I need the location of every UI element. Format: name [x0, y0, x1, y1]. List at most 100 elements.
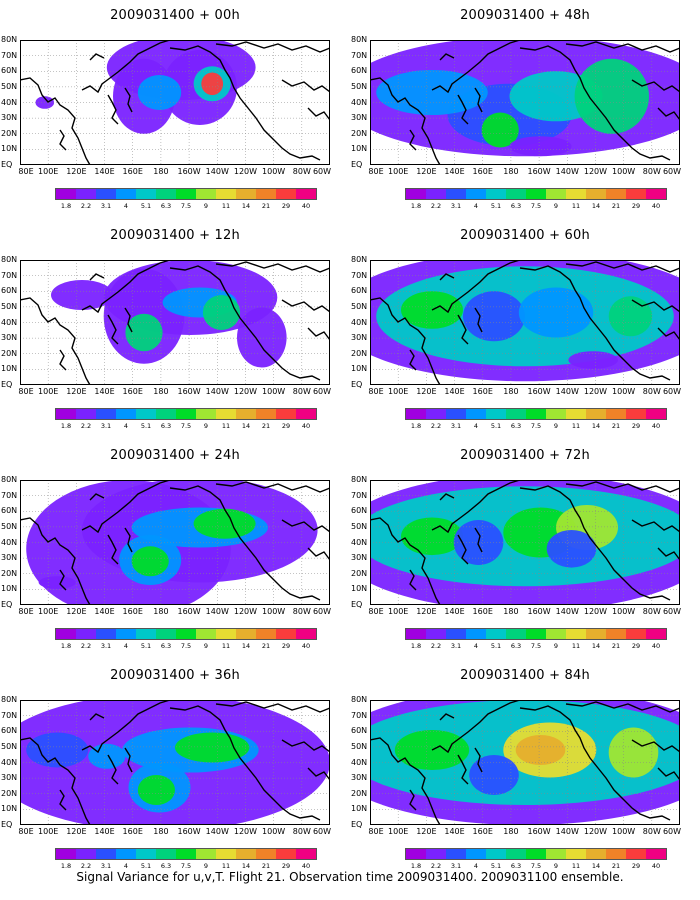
longitude-label: 80W	[642, 827, 661, 836]
longitude-label: 160W	[177, 607, 201, 616]
longitude-label: 100E	[388, 167, 409, 176]
latitude-label: EQ	[351, 160, 363, 169]
latitude-label: 40N	[351, 537, 368, 547]
colorbar-label: 1.8	[410, 422, 422, 430]
colorbar-label: 40	[651, 422, 661, 430]
colorbar-label: 6.3	[160, 202, 172, 210]
longitude-label: 160E	[122, 387, 143, 396]
coastline	[474, 307, 483, 333]
coastline	[519, 265, 671, 381]
colorbar-label: 40	[301, 642, 311, 650]
coastline	[89, 53, 105, 61]
coastline	[431, 260, 521, 314]
longitude-label: 60W	[662, 387, 682, 396]
longitude-label: 80E	[368, 167, 384, 176]
coastline	[281, 739, 330, 753]
colorbar-swatch	[56, 629, 76, 639]
latitude-label: EQ	[1, 600, 13, 609]
longitude-label: 80W	[292, 387, 311, 396]
coastline	[565, 701, 680, 713]
coastline	[431, 40, 521, 94]
colorbar-label: 14	[241, 642, 251, 650]
longitude-label: 180	[153, 167, 169, 176]
colorbar-swatch	[626, 849, 646, 859]
coastline	[457, 94, 469, 125]
colorbar-swatch	[156, 849, 176, 859]
longitude-label: 120E	[416, 827, 437, 836]
latitude-label: 10N	[1, 584, 18, 594]
colorbar	[405, 628, 667, 640]
longitude-label: 120E	[416, 387, 437, 396]
colorbar-swatch	[216, 629, 236, 639]
latitude-label: 50N	[1, 521, 18, 531]
colorbar-label: 4	[473, 642, 479, 650]
coastline	[81, 480, 171, 534]
colorbar-label: 6.3	[160, 422, 172, 430]
variance-contour	[237, 307, 287, 368]
latitude-label: 80N	[1, 475, 18, 484]
longitude-label: 160W	[527, 607, 551, 616]
coastline	[657, 107, 680, 121]
coastline	[89, 273, 105, 281]
colorbar-swatch	[116, 849, 136, 859]
colorbar-swatch	[216, 189, 236, 199]
colorbar-swatch	[296, 849, 316, 859]
colorbar-swatch	[646, 409, 666, 419]
variance-map	[370, 480, 680, 605]
longitude-label: 180	[503, 607, 519, 616]
colorbar-label: 40	[651, 862, 661, 870]
coastline	[307, 327, 330, 341]
colorbar-swatch	[546, 629, 566, 639]
coastline	[281, 519, 330, 533]
coastline	[59, 789, 67, 811]
colorbar-label: 21	[261, 862, 271, 870]
latitude-label: 70N	[1, 50, 18, 60]
coastline	[307, 767, 330, 781]
colorbar-label: 6.3	[510, 642, 522, 650]
coastline	[565, 261, 680, 273]
colorbar-label: 7.5	[530, 422, 542, 430]
colorbar-label: 21	[611, 862, 621, 870]
colorbar-label: 7.5	[180, 202, 192, 210]
longitude-label: 140E	[444, 167, 465, 176]
colorbar-swatch	[96, 629, 116, 639]
longitude-label: 140W	[555, 607, 579, 616]
longitude-label: 160W	[177, 827, 201, 836]
panel-title: 2009031400 + 12h	[110, 228, 240, 243]
colorbar-swatch	[76, 849, 96, 859]
panel-title: 2009031400 + 48h	[460, 8, 590, 23]
latitude-label: 20N	[1, 128, 18, 138]
colorbar-label: 9	[553, 862, 559, 870]
colorbar-swatch	[216, 409, 236, 419]
variance-contour	[38, 576, 76, 589]
longitude-label: 60W	[312, 387, 332, 396]
coastline	[457, 534, 469, 565]
coastline	[457, 754, 469, 785]
latitude-label: 80N	[351, 695, 368, 704]
colorbar-label: 5.1	[140, 202, 152, 210]
coastline	[107, 534, 119, 565]
latitude-label: 70N	[351, 270, 368, 280]
coastline	[124, 87, 133, 113]
longitude-label: 80E	[18, 387, 34, 396]
colorbar	[55, 848, 317, 860]
colorbar-label: 5.1	[140, 862, 152, 870]
colorbar-swatch	[446, 849, 466, 859]
longitude-label: 120E	[66, 167, 87, 176]
colorbar-swatch	[446, 629, 466, 639]
colorbar-label: 3.1	[450, 862, 462, 870]
longitude-label: 100E	[38, 827, 59, 836]
longitude-label: 120W	[583, 167, 608, 176]
colorbar-label: 29	[631, 422, 641, 430]
colorbar-swatch	[406, 849, 426, 859]
colorbar-label: 29	[281, 422, 291, 430]
longitude-label: 100W	[612, 827, 636, 836]
coastline	[89, 713, 105, 721]
colorbar-swatch	[296, 409, 316, 419]
coastline	[409, 129, 417, 151]
colorbar-label: 9	[203, 642, 209, 650]
colorbar-swatch	[506, 409, 526, 419]
latitude-label: 30N	[1, 553, 18, 563]
coastline	[81, 260, 171, 314]
colorbar-swatch	[256, 409, 276, 419]
